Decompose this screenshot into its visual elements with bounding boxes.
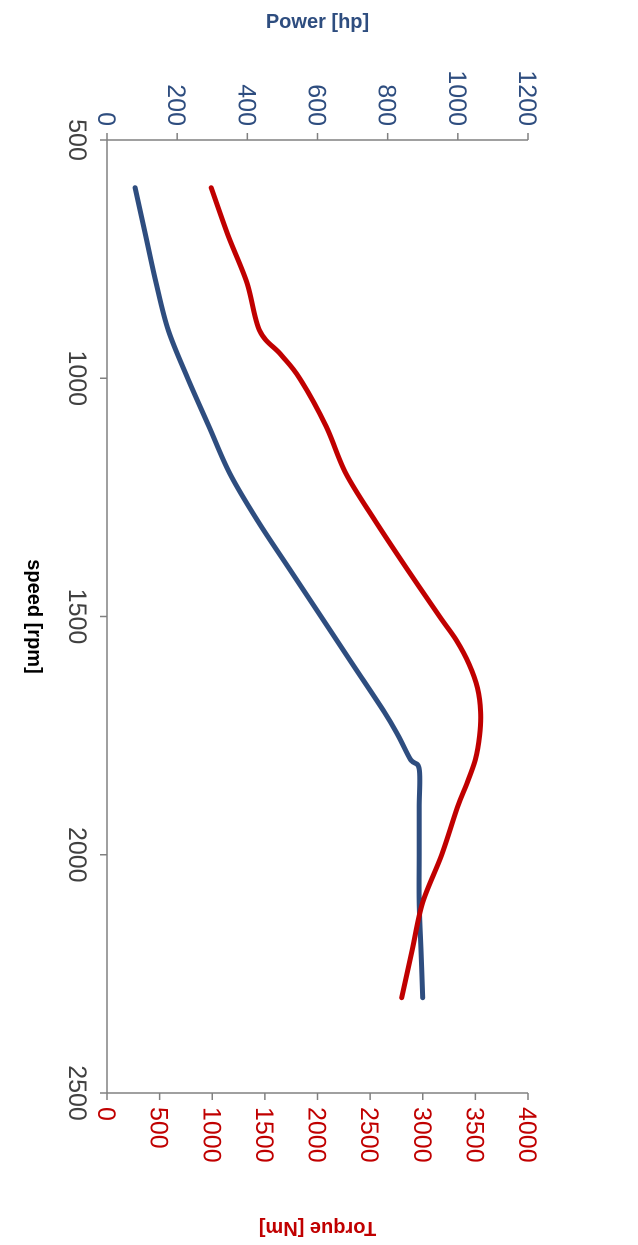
x-tick-label: 500 (63, 119, 91, 161)
right-y-tick-label: 3000 (408, 1107, 436, 1163)
right-y-tick-label: 1000 (197, 1107, 225, 1163)
right-y-axis-title: Torque [Nm] (259, 1217, 376, 1239)
right-y-tick-label: 3500 (460, 1107, 488, 1163)
right-y-tick-label: 2500 (355, 1107, 383, 1163)
left-y-tick-label: 800 (373, 84, 401, 126)
left-y-tick-label: 1200 (513, 70, 541, 126)
right-y-tick-label: 2000 (303, 1107, 331, 1163)
torque-series-line (208, 185, 484, 1001)
x-tick-label: 2500 (63, 1065, 91, 1121)
right-y-tick-label: 0 (92, 1107, 120, 1121)
right-y-tick-label: 4000 (513, 1107, 541, 1163)
x-axis-title: speed [rpm] (23, 559, 45, 673)
right-y-tick-label: 500 (145, 1107, 173, 1149)
left-y-tick-label: 400 (232, 84, 260, 126)
left-y-tick-label: 200 (162, 84, 190, 126)
left-y-tick-label: 1000 (443, 70, 471, 126)
left-y-axis-title: Power [hp] (266, 11, 369, 33)
power-series-line (132, 185, 426, 1001)
x-tick-label: 2000 (63, 827, 91, 883)
left-y-tick-label: 600 (303, 84, 331, 126)
left-y-tick-label: 0 (92, 112, 120, 126)
x-tick-label: 1000 (63, 350, 91, 406)
right-y-tick-label: 1500 (250, 1107, 278, 1163)
x-tick-label: 1500 (63, 589, 91, 645)
